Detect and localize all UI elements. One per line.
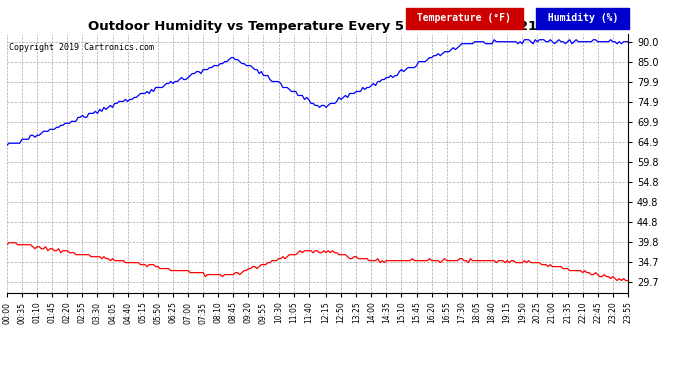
- Text: Humidity (%): Humidity (%): [542, 13, 624, 23]
- Title: Outdoor Humidity vs Temperature Every 5 Minutes 20191213: Outdoor Humidity vs Temperature Every 5 …: [88, 20, 546, 33]
- Text: Temperature (°F): Temperature (°F): [411, 13, 517, 23]
- Text: Copyright 2019 Cartronics.com: Copyright 2019 Cartronics.com: [9, 43, 154, 52]
